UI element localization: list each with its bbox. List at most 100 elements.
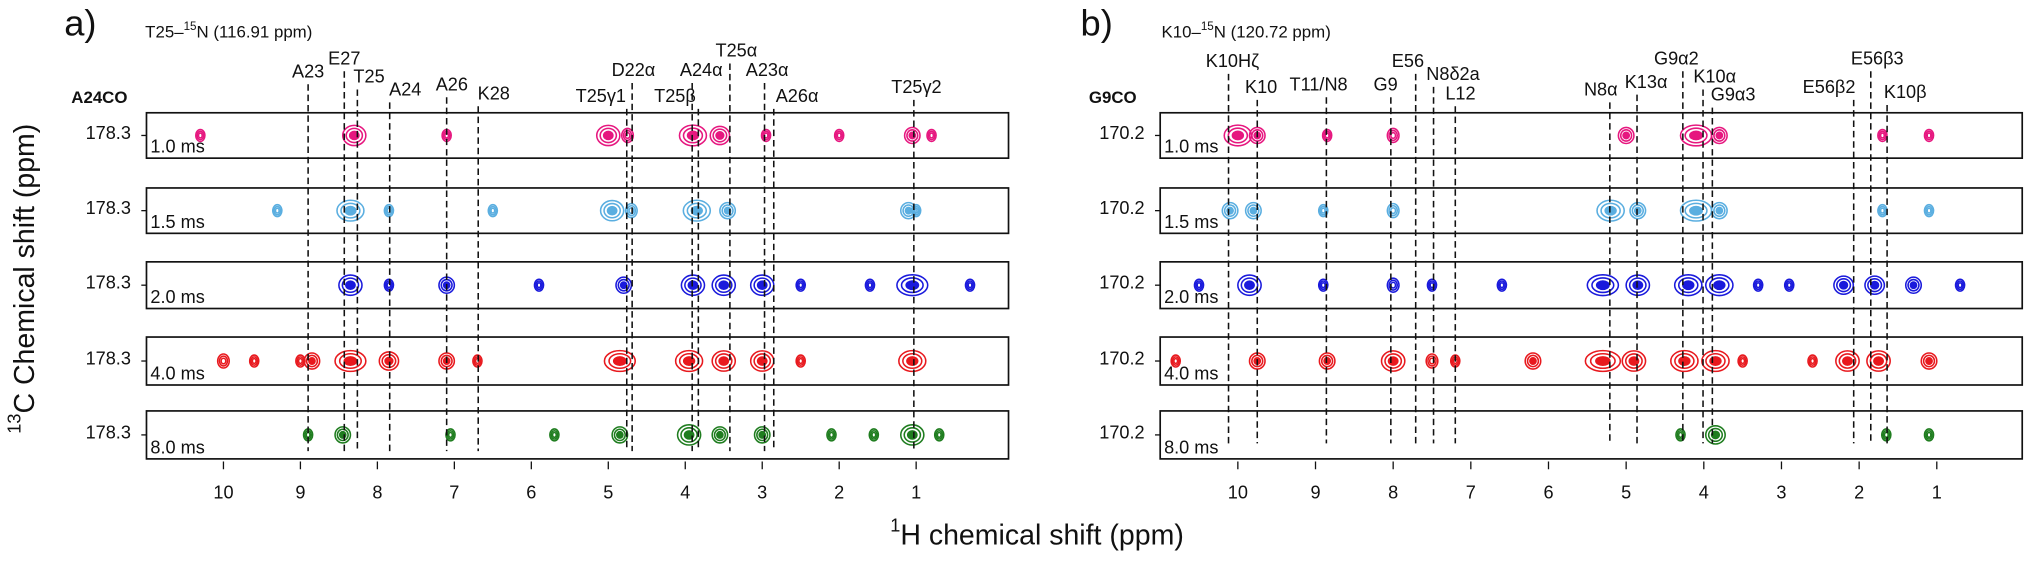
contour-ring xyxy=(340,202,361,219)
contour-ring xyxy=(833,128,845,143)
assignment-label: G9 xyxy=(1374,74,1398,94)
contour-ring xyxy=(869,429,878,440)
assignment-label: K28 xyxy=(478,83,510,103)
contour-ring xyxy=(718,280,730,291)
contour-ring xyxy=(796,356,805,366)
contour-ring xyxy=(1171,356,1180,366)
contour-ring xyxy=(1878,205,1887,216)
contour-ring xyxy=(871,431,877,439)
y-label-text: C Chemical shift (ppm) xyxy=(8,124,40,414)
assignment-label: T25β xyxy=(654,86,696,106)
contour-ring xyxy=(1923,428,1935,442)
contour-ring xyxy=(1251,354,1264,368)
contour-ring xyxy=(447,431,454,439)
contour-ring xyxy=(1783,278,1795,292)
contour-ring xyxy=(966,280,974,291)
contour-ring xyxy=(1384,353,1403,369)
contour-ring xyxy=(341,277,360,294)
contour-ring xyxy=(866,280,874,291)
contour-ring xyxy=(1867,278,1883,293)
contour-ring xyxy=(1878,130,1887,141)
contour-ring xyxy=(612,356,627,366)
assignment-label: K10β xyxy=(1884,82,1927,102)
contour-ring xyxy=(1223,204,1237,218)
contour-ring xyxy=(1957,282,1963,289)
contour-ring xyxy=(1701,349,1730,373)
contour-ring xyxy=(248,354,260,368)
contour-ring xyxy=(903,126,921,145)
contour-ring xyxy=(345,127,364,144)
assignment-label: A24α xyxy=(680,60,723,80)
contour-ring xyxy=(1926,431,1932,439)
contour-ring xyxy=(896,274,929,297)
contour-ring xyxy=(1833,275,1855,296)
contour-ring xyxy=(1524,352,1542,370)
mixing-time: 4.0 ms xyxy=(1164,363,1218,383)
contour-ring xyxy=(682,199,712,222)
contour-ring xyxy=(1869,353,1888,369)
contour-ring xyxy=(1704,425,1726,445)
assignment-label: K10Hζ xyxy=(1206,51,1259,71)
x-tick-label: 8 xyxy=(372,483,382,503)
contour-ring xyxy=(716,430,724,439)
assignment-label: A23α xyxy=(746,60,789,80)
contour-ring xyxy=(676,424,702,446)
contour-ring xyxy=(1807,354,1818,368)
contour-ring xyxy=(273,205,282,216)
x-tick-label: 6 xyxy=(1543,483,1553,503)
strip-box xyxy=(1159,410,2024,460)
contour-ring xyxy=(756,356,768,366)
contour-ring xyxy=(796,280,805,291)
contour-ring xyxy=(926,128,937,143)
contour-ring xyxy=(536,282,542,289)
assignment-label: G9α2 xyxy=(1654,48,1699,68)
x-label-sup: 1 xyxy=(890,515,900,535)
x-tick-label: 6 xyxy=(526,483,536,503)
contour-ring xyxy=(906,129,919,142)
contour-ring xyxy=(906,356,919,366)
contour-ring xyxy=(1193,278,1205,292)
mixing-time: 1.5 ms xyxy=(1164,212,1218,232)
contour-ring xyxy=(760,128,772,143)
contour-ring xyxy=(680,427,698,443)
contour-ring xyxy=(828,431,835,439)
assignment-label: K10 xyxy=(1245,77,1277,97)
mixing-time: 8.0 ms xyxy=(1164,437,1218,457)
x-tick-label: 1 xyxy=(1932,483,1942,503)
contour-ring xyxy=(798,357,804,365)
mixing-time: 4.0 ms xyxy=(150,363,204,383)
contour-ring xyxy=(1195,280,1203,291)
contour-ring xyxy=(899,201,917,220)
contour-ring xyxy=(1496,278,1508,292)
contour-ring xyxy=(535,280,543,291)
y-axis-label: 13C Chemical shift (ppm) xyxy=(4,124,40,434)
x-tick-label: 3 xyxy=(1776,483,1786,503)
contour-ring xyxy=(602,130,614,141)
contour-ring xyxy=(1678,356,1691,366)
x-tick-label: 7 xyxy=(449,483,459,503)
x-tick-label: 2 xyxy=(834,483,844,503)
contour-ring xyxy=(867,282,873,289)
contour-ring xyxy=(709,125,731,146)
subtitle-post: N (120.72 ppm) xyxy=(1214,23,1331,42)
contour-ring xyxy=(719,201,737,220)
x-tick-label: 3 xyxy=(757,483,767,503)
contour-ring xyxy=(1317,203,1329,218)
x-axis-label: 1H chemical shift (ppm) xyxy=(890,515,1184,551)
contour-ring xyxy=(711,426,729,444)
contour-ring xyxy=(1909,281,1918,290)
x-tick-label: 9 xyxy=(295,483,305,503)
contour-ring xyxy=(195,128,206,143)
contour-ring xyxy=(1388,204,1399,217)
contour-ring xyxy=(1866,350,1891,372)
contour-ring xyxy=(1925,357,1933,366)
y-tick-label: 178.3 xyxy=(86,273,131,293)
contour-ring xyxy=(1631,204,1645,218)
y-label-sup: 13 xyxy=(4,414,24,434)
contour-ring xyxy=(336,428,349,442)
contour-ring xyxy=(1221,201,1239,220)
contour-ring xyxy=(1923,203,1935,218)
contour-ring xyxy=(1785,280,1794,291)
contour-ring xyxy=(297,357,304,365)
